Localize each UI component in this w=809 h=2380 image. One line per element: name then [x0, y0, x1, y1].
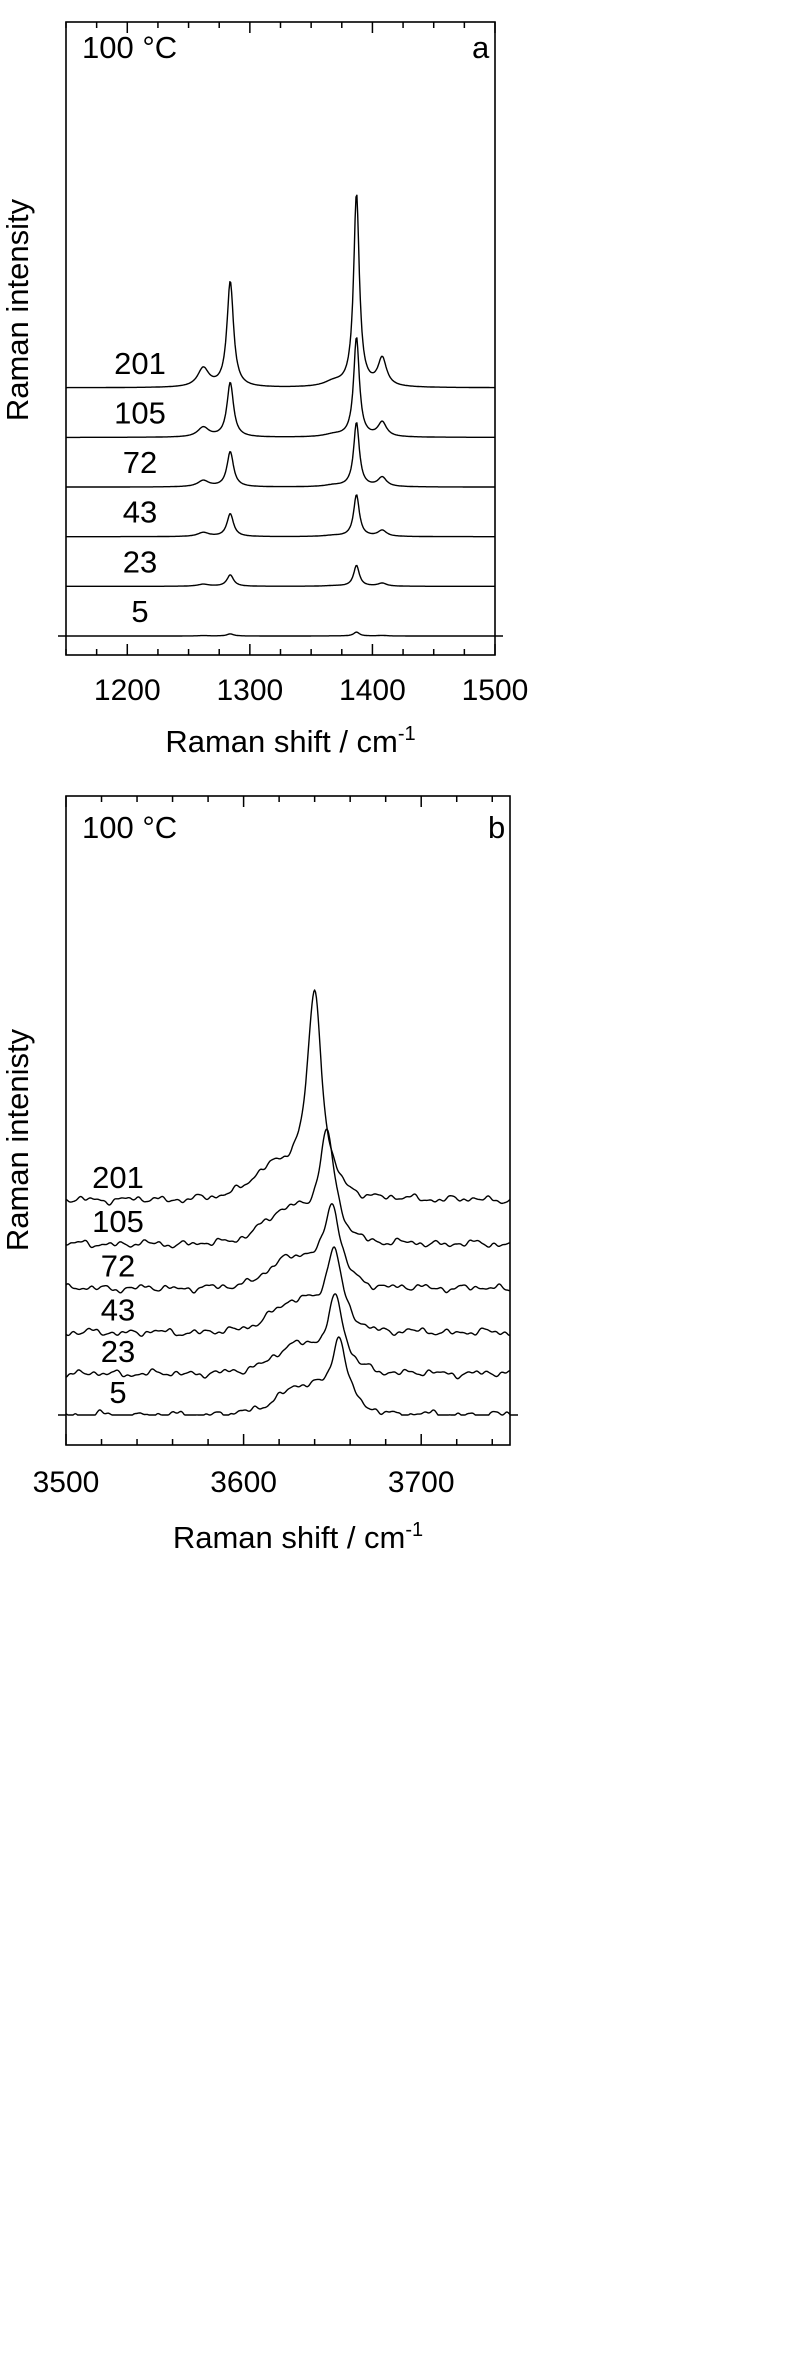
series-label-5: 5 — [109, 1375, 126, 1410]
series-label-72: 72 — [123, 445, 157, 480]
series-label-23: 23 — [101, 1334, 135, 1369]
x-tick-label: 1400 — [339, 674, 406, 707]
x-tick-label: 1500 — [462, 674, 529, 707]
spectrum-series-5 — [66, 631, 495, 637]
series-label-105: 105 — [114, 395, 166, 430]
spectrum-series-72 — [66, 422, 495, 488]
spectrum-series-5 — [65, 1336, 511, 1416]
series-label-43: 43 — [101, 1293, 135, 1328]
series-label-105: 105 — [92, 1204, 144, 1239]
series-label-23: 23 — [123, 544, 157, 579]
series-label-5: 5 — [131, 594, 148, 629]
spectrum-series-72 — [65, 1203, 511, 1294]
temperature-label: 100 °C — [82, 30, 177, 65]
spectrum-series-43 — [65, 1246, 511, 1337]
panel-letter: a — [472, 30, 490, 65]
series-label-43: 43 — [123, 495, 157, 530]
x-tick-label: 1200 — [94, 674, 161, 707]
y-axis-title: Raman intensity — [0, 198, 35, 421]
x-tick-label: 3500 — [33, 1466, 100, 1499]
spectrum-series-201 — [66, 194, 495, 389]
spectrum-series-105 — [66, 337, 495, 439]
series-label-72: 72 — [101, 1248, 135, 1283]
y-axis-title: Raman intenisty — [0, 1028, 35, 1251]
spectrum-series-105 — [65, 1128, 511, 1249]
spectrum-series-43 — [66, 494, 495, 538]
x-tick-label: 3600 — [210, 1466, 277, 1499]
series-label-201: 201 — [114, 346, 166, 381]
spectrum-series-201 — [65, 989, 511, 1206]
temperature-label: 100 °C — [82, 810, 177, 845]
panel-a: 1200 1300 1400 1500 Raman shift / cm-1 Raman … — [0, 21, 529, 759]
plot-frame — [65, 795, 511, 1446]
x-axis-title: Raman shift / cm-1 — [165, 723, 415, 759]
spectrum-series-23 — [66, 564, 495, 587]
panel-b: 3500 3600 3700 Raman shift / cm-1 Raman inte… — [0, 795, 518, 1555]
x-tick-label: 3700 — [388, 1466, 455, 1499]
series-label-201: 201 — [92, 1160, 144, 1195]
x-tick-label: 1300 — [216, 674, 283, 707]
panel-letter: b — [488, 810, 505, 845]
spectrum-series-23 — [65, 1293, 511, 1380]
x-axis-title: Raman shift / cm-1 — [173, 1519, 423, 1555]
